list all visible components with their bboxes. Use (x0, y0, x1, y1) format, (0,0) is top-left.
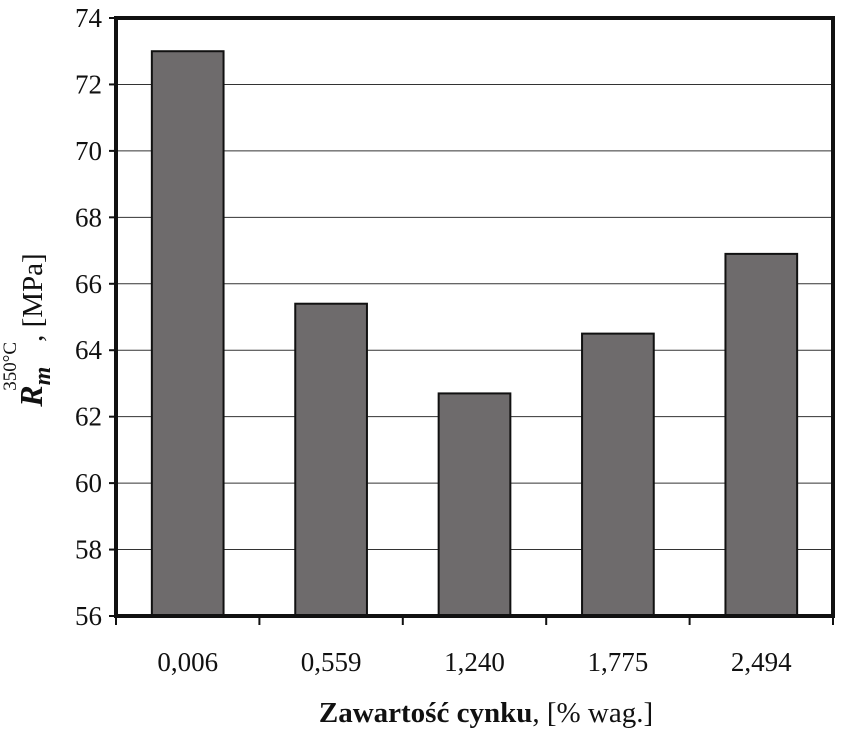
x-axis-title-bold: Zawartość cynku (319, 697, 532, 729)
x-axis-title: Zawartość cynku, [% wag.] (319, 697, 653, 729)
bar (294, 302, 368, 617)
bar (724, 252, 799, 617)
plot-frame (114, 16, 835, 618)
x-tick-label: 0,006 (157, 647, 218, 677)
x-tick-label: 1,240 (444, 647, 505, 677)
bar (437, 392, 512, 617)
bars (150, 50, 799, 617)
y-tick-label: 70 (75, 136, 102, 166)
x-tick-label: 2,494 (731, 647, 792, 677)
y-axis-ticks: 56 58 60 62 64 66 68 70 72 74 (75, 3, 116, 631)
x-tick-label: 1,775 (588, 647, 649, 677)
bar (581, 332, 655, 617)
y-axis-title-superscript: 350°C (0, 342, 21, 391)
bar (150, 50, 225, 617)
x-axis-title-unit: , [% wag.] (532, 697, 653, 729)
y-axis-title: Rm 350°C, [MPa] (0, 253, 56, 407)
y-tick-label: 58 (75, 535, 102, 565)
y-axis-title-subscript: m (30, 367, 56, 386)
y-tick-label: 72 (75, 69, 102, 99)
x-tick-label: 0,559 (301, 647, 362, 677)
y-tick-label: 56 (75, 601, 102, 631)
y-tick-label: 66 (75, 269, 102, 299)
y-tick-label: 62 (75, 402, 102, 432)
x-axis-ticks: 0,006 0,559 1,240 1,775 2,494 (115, 616, 834, 677)
y-tick-label: 64 (75, 335, 103, 365)
y-axis-title-unit: , [MPa] (17, 253, 49, 342)
y-axis-title-symbol: R (13, 385, 49, 407)
y-tick-label: 74 (75, 3, 103, 33)
y-tick-label: 60 (75, 468, 102, 498)
y-tick-label: 68 (75, 202, 102, 232)
